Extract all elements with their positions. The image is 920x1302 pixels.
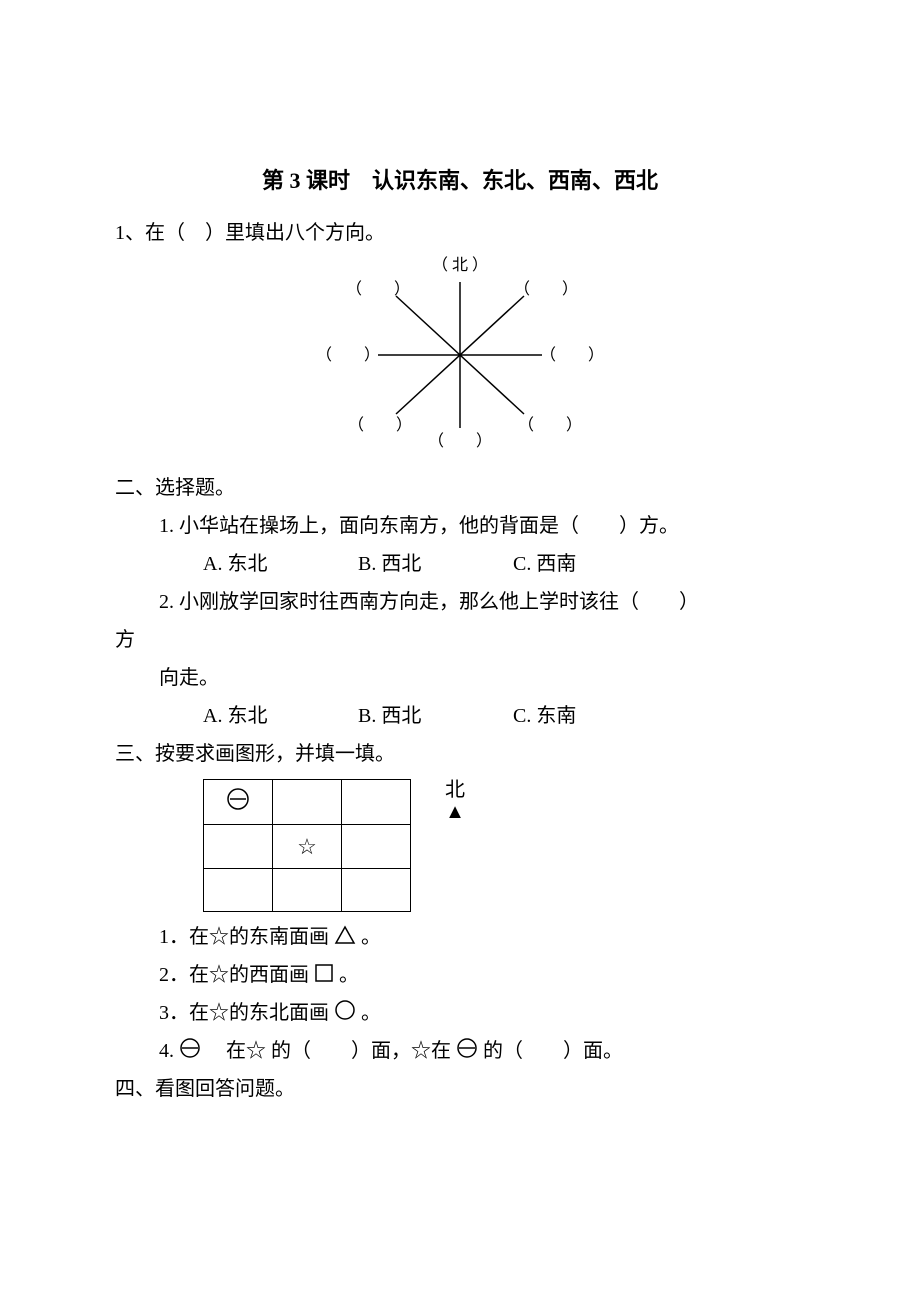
north-arrow-icon: ▲ <box>445 801 465 823</box>
s2-q1-optA: A. 东北 <box>203 545 353 583</box>
star-icon: ☆ <box>209 964 229 986</box>
grid-cell-0-1 <box>273 779 342 824</box>
s2-q2-options: A. 东北 B. 西北 C. 东南 <box>115 697 805 735</box>
s2-q2-text-line1: 2. 小刚放学回家时往西南方向走，那么他上学时该往（ ） <box>115 583 805 621</box>
compass-label-e: （ ） <box>540 346 604 364</box>
s3-i1-b: 的东南面画 <box>229 926 329 948</box>
theta-icon <box>226 787 250 811</box>
star-icon: ☆ <box>209 1002 229 1024</box>
grid-cell-0-2 <box>342 779 411 824</box>
s3-figure: ☆ 北 ▲ <box>203 779 805 913</box>
star-icon: ☆ <box>209 926 229 948</box>
compass-label-ne: （ ） <box>514 280 578 298</box>
s3-i1-a: 1．在 <box>159 926 209 948</box>
s2-q2-optC: C. 东南 <box>513 697 576 735</box>
compass-label-sw: （ ） <box>348 416 412 434</box>
theta-icon <box>179 1037 201 1059</box>
circle-icon <box>334 999 356 1021</box>
s3-item4: 4. 在☆ 的（ ）面，☆在 的（ ）面。 <box>115 1032 805 1070</box>
s3-i2-b: 的西面画 <box>229 964 309 986</box>
compass-label-s: （ ） <box>428 432 492 450</box>
compass-label-nw: （ ） <box>346 280 410 298</box>
s2-q2-optB: B. 西北 <box>358 697 508 735</box>
s3-i4-d: 在 <box>431 1040 456 1062</box>
compass-label-north: （ 北 ） <box>432 256 488 274</box>
page-title: 第 3 课时 认识东南、东北、西南、西北 <box>115 160 805 202</box>
triangle-icon <box>334 925 356 945</box>
s3-item2: 2．在☆的西面画 。 <box>115 956 805 994</box>
s2-q2-hang: 方 <box>115 621 805 659</box>
theta-icon <box>456 1037 478 1059</box>
s3-grid: ☆ <box>203 779 411 913</box>
s3-heading: 三、按要求画图形，并填一填。 <box>115 735 805 773</box>
north-char: 北 <box>445 779 465 801</box>
s2-heading: 二、选择题。 <box>115 469 805 507</box>
grid-cell-1-1: ☆ <box>273 824 342 869</box>
square-icon <box>314 963 334 983</box>
north-indicator: 北 ▲ <box>445 779 465 823</box>
grid-cell-2-1 <box>273 869 342 912</box>
compass-label-se: （ ） <box>518 416 582 434</box>
s3-i2-c: 。 <box>339 964 359 986</box>
s2-q2-optA: A. 东北 <box>203 697 353 735</box>
q1-prompt: 1、在（ ）里填出八个方向。 <box>115 214 805 252</box>
s2-q1-options: A. 东北 B. 西北 C. 西南 <box>115 545 805 583</box>
grid-cell-1-2 <box>342 824 411 869</box>
s3-i1-c: 。 <box>361 926 381 948</box>
grid-cell-1-0 <box>204 824 273 869</box>
s3-i4-c: 的（ ）面， <box>266 1040 411 1062</box>
s3-i3-a: 3．在 <box>159 1002 209 1024</box>
s3-item1: 1．在☆的东南面画 。 <box>115 918 805 956</box>
s3-item3: 3．在☆的东北面画 。 <box>115 994 805 1032</box>
s3-i3-b: 的东北面画 <box>229 1002 329 1024</box>
grid-cell-2-0 <box>204 869 273 912</box>
grid-cell-2-2 <box>342 869 411 912</box>
star-icon: ☆ <box>411 1040 431 1062</box>
compass-figure: （ 北 ） （ ） （ ） （ ） （ ） （ ） （ ） （ ） <box>270 252 650 465</box>
s3-i3-c: 。 <box>361 1002 381 1024</box>
s3-i4-b: 在 <box>206 1040 246 1062</box>
s4-heading: 四、看图回答问题。 <box>115 1070 805 1108</box>
s2-q1-optB: B. 西北 <box>358 545 508 583</box>
s3-i2-a: 2．在 <box>159 964 209 986</box>
compass-label-w: （ ） <box>316 346 380 364</box>
star-icon: ☆ <box>246 1040 266 1062</box>
s2-q1-text: 1. 小华站在操场上，面向东南方，他的背面是（ ）方。 <box>115 507 805 545</box>
grid-cell-0-0 <box>204 779 273 824</box>
s3-i4-a: 4. <box>159 1040 179 1062</box>
s2-q1-optC: C. 西南 <box>513 545 576 583</box>
s3-i4-e: 的（ ）面。 <box>483 1040 623 1062</box>
s2-q2-text-line2: 向走。 <box>115 659 805 697</box>
